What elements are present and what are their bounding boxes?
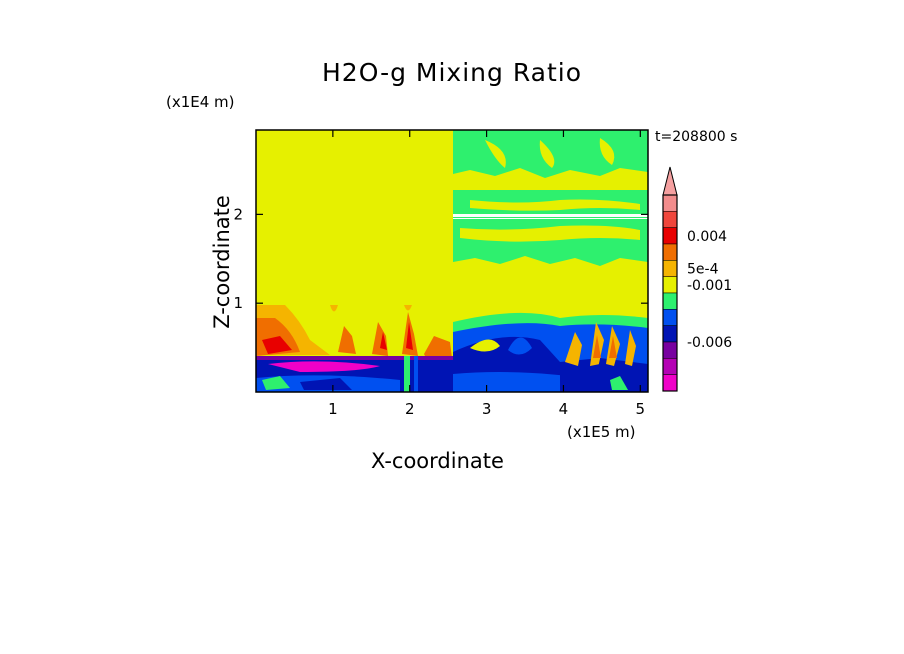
colorbar-swatch (662, 325, 678, 343)
colorbar-swatch (662, 358, 678, 375)
colorbar-swatch (662, 309, 678, 326)
plot-frame (255, 129, 649, 393)
y-ticks: 12 (233, 205, 648, 312)
colorbar-swatch (662, 260, 678, 277)
chart-title: H2O-g Mixing Ratio (321, 58, 583, 87)
colorbar-label: 0.004 (687, 229, 727, 245)
colorbar-label: 5e-4 (687, 262, 719, 278)
colorbar-extend-arrow (662, 166, 678, 196)
colorbar-swatch (662, 341, 678, 359)
x-tick-label: 2 (405, 400, 415, 418)
colorbar-frame (662, 194, 678, 392)
y-unit-label: (x1E4 m) (166, 93, 235, 111)
colorbar-label: -0.006 (687, 335, 732, 351)
y-tick-label: 2 (233, 205, 243, 223)
x-tick-label: 3 (482, 400, 492, 418)
colorbar-label: -0.001 (687, 278, 732, 294)
colorbar-swatch (662, 243, 678, 261)
colorbar-swatch (662, 194, 678, 212)
x-tick-label: 1 (328, 400, 338, 418)
contour-field (256, 130, 648, 392)
y-tick-label: 1 (233, 294, 243, 312)
colorbar-swatch (662, 211, 678, 228)
x-ticks: 1 2 3 4 5 (328, 130, 645, 418)
colorbar: 0.004 5e-4-0.001 -0.006 (662, 166, 732, 392)
x-unit-label: (x1E5 m) (567, 423, 636, 441)
x-tick-label: 4 (559, 400, 569, 418)
colorbar-swatch (662, 276, 678, 294)
colorbar-swatch (662, 374, 678, 392)
colorbar-swatch (662, 227, 678, 245)
time-label: t=208800 s (655, 129, 738, 145)
colorbar-swatch (662, 292, 678, 310)
x-axis-title: X-coordinate (371, 449, 504, 473)
x-tick-label: 5 (636, 400, 646, 418)
